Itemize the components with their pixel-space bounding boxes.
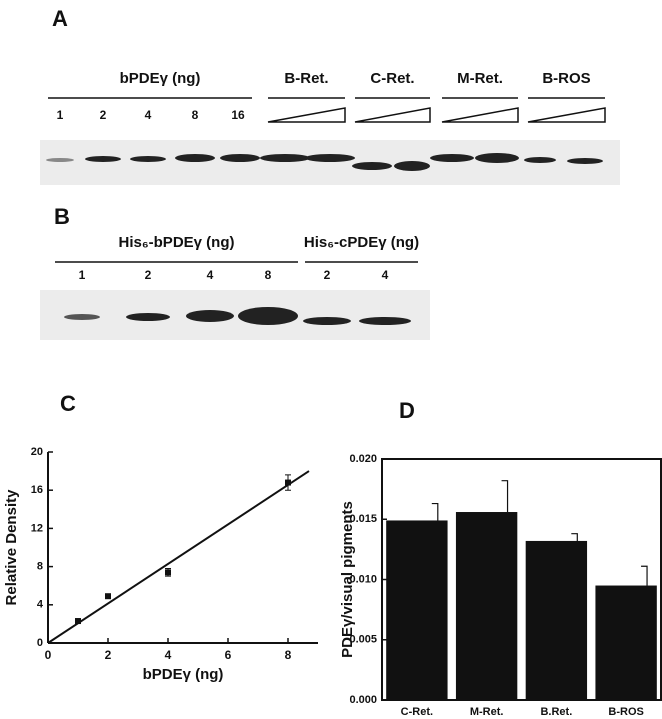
wedge (441, 107, 519, 123)
lane-label: 4 (145, 108, 152, 122)
chart-title: D (399, 398, 415, 423)
x-tick-label: 0 (45, 648, 52, 662)
y-tick-label: 20 (31, 446, 43, 458)
y-axis-label: Relative Density (3, 489, 20, 606)
y-tick-label: 0 (37, 637, 43, 649)
x-tick-label: 2 (105, 648, 112, 662)
error-bar (641, 565, 648, 586)
x-tick-label: M-Ret. (470, 706, 504, 718)
lane-label: 1 (57, 108, 64, 122)
point (75, 618, 81, 625)
group-title: His₆-cPDEγ (ng) (304, 234, 419, 251)
lane-label: 4 (207, 268, 214, 282)
y-tick-label: 0.000 (349, 694, 377, 706)
lane-label: 16 (231, 108, 245, 122)
lane-label: 2 (145, 268, 152, 282)
lane-label: 2 (100, 108, 107, 122)
group-title: M-Ret. (457, 70, 503, 87)
point (165, 569, 171, 576)
lane-label: 2 (324, 268, 331, 282)
x-tick-label: 8 (285, 648, 292, 662)
error-bar (431, 502, 439, 521)
point (105, 593, 111, 600)
blot-bands (46, 153, 603, 171)
bar (386, 520, 448, 700)
y-tick-label: 0.015 (349, 513, 377, 525)
bar (525, 540, 588, 700)
x-tick-label: B-ROS (608, 706, 643, 718)
x-axis-label: bPDEγ (ng) (143, 666, 224, 683)
chart-title: C (60, 391, 76, 416)
error-bar (501, 480, 509, 513)
y-tick-label: 0.020 (349, 453, 377, 465)
y-tick-label: 8 (37, 561, 43, 573)
y-tick-label: 12 (31, 522, 43, 534)
fit-line (47, 470, 310, 644)
x-tick-label: C-Ret. (401, 706, 433, 718)
group-title: His₆-bPDEγ (ng) (119, 234, 235, 251)
x-tick-label: B.Ret. (540, 706, 572, 718)
wedge (527, 107, 606, 123)
x-tick-label: 6 (225, 648, 232, 662)
lane-label: 1 (79, 268, 86, 282)
panel-label: A (52, 6, 68, 31)
plot-frame (381, 458, 662, 701)
lane-label: 8 (265, 268, 272, 282)
y-axis-label: PDEγ/visual pigments (339, 501, 356, 658)
group-title: B-Ret. (284, 70, 328, 87)
y-tick-label: 4 (37, 599, 44, 611)
bar (595, 585, 657, 700)
y-tick-label: 0.010 (349, 573, 377, 585)
group-title: C-Ret. (370, 70, 414, 87)
blot (40, 290, 430, 340)
lane-label: 4 (382, 268, 389, 282)
wedge (267, 107, 346, 123)
bar (455, 512, 518, 700)
y-tick-label: 16 (31, 484, 43, 496)
blot-bands (64, 307, 411, 325)
y-tick-label: 0.005 (349, 634, 377, 646)
wedge (354, 107, 431, 123)
x-tick-label: 4 (165, 648, 172, 662)
group-title: B-ROS (542, 70, 590, 87)
point (285, 479, 291, 486)
panel-label: B (54, 204, 70, 229)
lane-label: 8 (192, 108, 199, 122)
blot (40, 140, 620, 185)
error-bar (571, 533, 578, 541)
group-title: bPDEγ (ng) (120, 70, 201, 87)
